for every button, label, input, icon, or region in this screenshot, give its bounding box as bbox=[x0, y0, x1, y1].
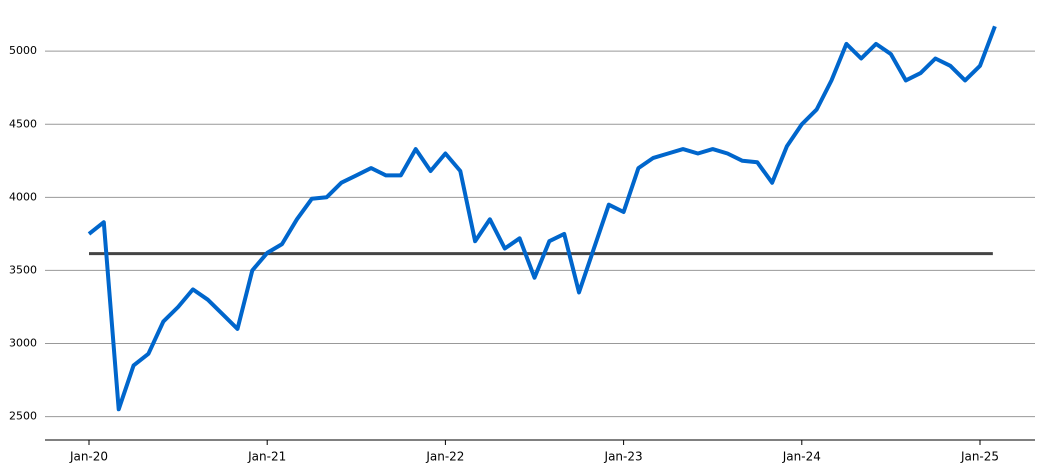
y-tick-label: 3500 bbox=[9, 263, 37, 276]
x-tick-label: Jan-22 bbox=[425, 450, 464, 464]
data-line bbox=[87, 25, 997, 412]
y-tick-label: 4000 bbox=[9, 190, 37, 203]
y-tick-label: 2500 bbox=[9, 410, 37, 423]
x-tick-label: Jan-20 bbox=[69, 450, 108, 464]
x-tick-label: Jan-21 bbox=[247, 450, 286, 464]
x-tick-label: Jan-24 bbox=[782, 450, 821, 464]
y-tick-label: 5000 bbox=[9, 44, 37, 57]
x-tick-label: Jan-25 bbox=[960, 450, 999, 464]
x-tick-label: Jan-23 bbox=[604, 450, 643, 464]
y-tick-label: 4500 bbox=[9, 117, 37, 130]
y-tick-label: 3000 bbox=[9, 337, 37, 350]
